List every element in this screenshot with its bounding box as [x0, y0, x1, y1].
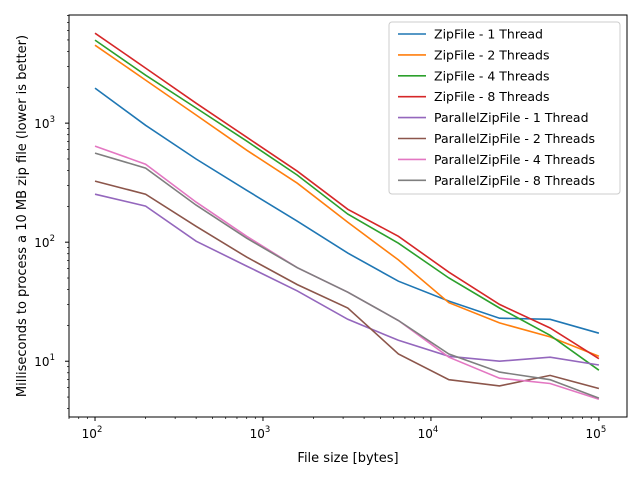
y-tick-label: 103 [34, 115, 55, 131]
legend-label: ParallelZipFile - 2 Threads [434, 131, 595, 146]
series-line-5 [94, 180, 600, 390]
x-tick-label: 105 [586, 425, 607, 441]
legend-label: ZipFile - 8 Threads [434, 89, 550, 104]
x-tick-label: 103 [250, 425, 271, 441]
legend-label: ParallelZipFile - 4 Threads [434, 152, 595, 167]
x-tick-label: 104 [418, 425, 439, 441]
plot-frame [68, 14, 628, 418]
x-tick-label: 102 [82, 425, 103, 441]
x-axis-label: File size [bytes] [297, 451, 398, 466]
series-line-4 [94, 193, 600, 366]
series-line-7 [94, 152, 600, 399]
series-line-0 [94, 87, 600, 334]
legend-box [388, 21, 621, 195]
legend-label: ZipFile - 1 Thread [434, 27, 543, 42]
y-tick-label: 102 [34, 234, 55, 250]
legend-label: ZipFile - 4 Threads [434, 68, 550, 83]
series-line-3 [94, 32, 600, 360]
series-line-1 [94, 44, 600, 358]
legend-label: ParallelZipFile - 1 Thread [434, 110, 589, 125]
legend: ZipFile - 1 Thread ZipFile - 2 Threads Zip… [388, 21, 621, 195]
series-lines [94, 32, 600, 400]
y-tick-label: 101 [34, 353, 55, 369]
series-line-2 [94, 39, 600, 371]
y-axis-label: Milliseconds to process a 10 MB zip file… [15, 35, 30, 397]
legend-label: ParallelZipFile - 8 Threads [434, 173, 595, 188]
legend-label: ZipFile - 2 Threads [434, 47, 550, 62]
